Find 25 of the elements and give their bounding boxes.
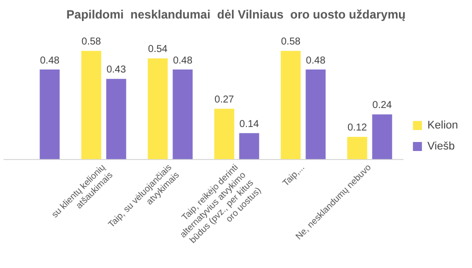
data-label: 0.54	[148, 44, 168, 56]
data-label: 0.58	[280, 36, 301, 48]
data-label: 0.58	[82, 36, 102, 48]
legend-label: Viešb	[427, 140, 455, 153]
bar	[172, 70, 193, 160]
bar	[81, 50, 102, 160]
data-label: 0.14	[239, 118, 260, 130]
bar	[239, 133, 260, 160]
legend-label: Kelion	[427, 120, 458, 132]
bar	[280, 50, 301, 160]
bar	[347, 136, 368, 160]
bar	[40, 70, 60, 160]
data-label: 0.48	[40, 55, 60, 66]
chart-title: Papildomi nesklandumai dėl Vilniaus oro uosto uždarymų	[66, 8, 406, 22]
bar	[306, 70, 326, 160]
data-label: 0.12	[347, 122, 368, 134]
data-label: 0.24	[372, 100, 392, 112]
data-label: 0.43	[106, 64, 126, 76]
data-label: 0.48	[172, 55, 193, 66]
bar	[148, 58, 168, 160]
data-label: 0.27	[214, 94, 234, 106]
bar	[372, 114, 392, 160]
bar	[106, 78, 126, 160]
bar	[214, 108, 234, 160]
data-label: 0.48	[306, 55, 326, 66]
